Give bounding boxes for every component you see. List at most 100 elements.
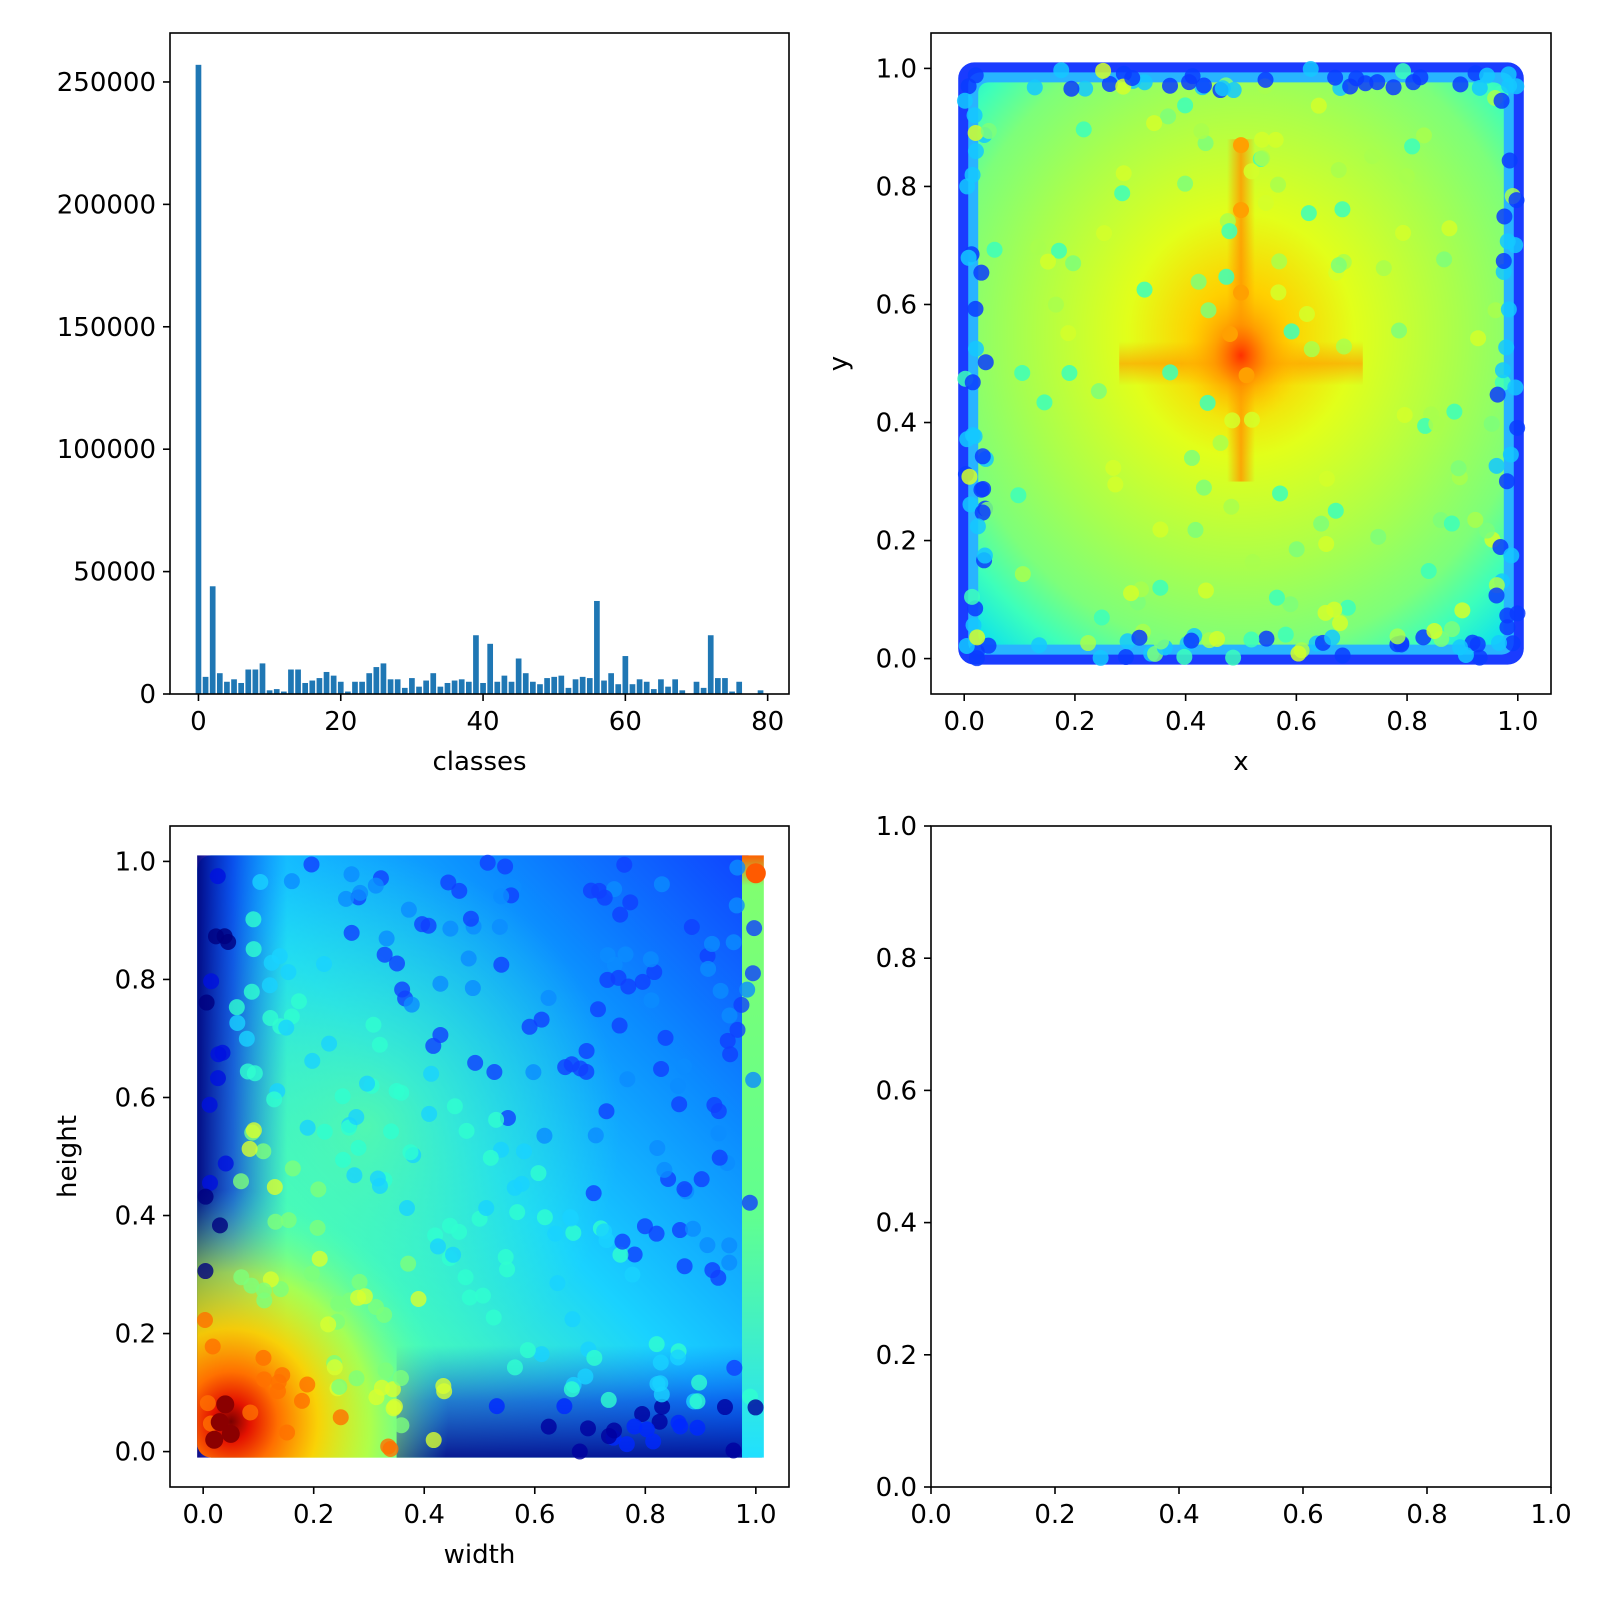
histogram-bar xyxy=(423,680,429,694)
scatter-point xyxy=(973,264,990,281)
x-axis-label: width xyxy=(444,1540,516,1570)
scatter-point xyxy=(966,107,983,124)
scatter-point xyxy=(464,980,481,997)
scatter-point xyxy=(549,1275,566,1292)
scatter-point xyxy=(1303,341,1320,358)
scatter-point xyxy=(198,994,215,1011)
scatter-point xyxy=(197,1188,214,1205)
scatter-point xyxy=(1487,302,1504,319)
scatter-point xyxy=(533,1011,550,1028)
scatter-point xyxy=(310,1181,327,1198)
scatter-point xyxy=(1183,632,1200,649)
scatter-point xyxy=(612,1246,629,1263)
histogram-bar xyxy=(729,691,735,694)
scatter-point xyxy=(1501,152,1518,169)
scatter-point xyxy=(969,629,986,646)
scatter-point xyxy=(1446,403,1463,420)
x-tick-label: 1.0 xyxy=(735,1500,776,1530)
scatter-point xyxy=(745,1071,762,1088)
scatter-point xyxy=(744,965,761,982)
scatter-point xyxy=(1243,411,1260,428)
scatter-point xyxy=(967,300,984,317)
histogram-bar xyxy=(594,600,600,694)
scatter-point xyxy=(1330,257,1347,274)
scatter-point xyxy=(676,1181,693,1198)
scatter-point xyxy=(1364,148,1381,165)
x-tick-label: 0.4 xyxy=(404,1500,445,1530)
scatter-point xyxy=(266,1178,283,1195)
histogram-bar xyxy=(665,686,671,694)
scatter-point xyxy=(611,1017,628,1034)
scatter-point xyxy=(493,888,510,905)
histogram-bar xyxy=(551,676,558,694)
scatter-point xyxy=(380,1438,397,1455)
y-tick-label: 250000 xyxy=(57,68,156,98)
scatter-point xyxy=(634,1406,651,1423)
scatter-point xyxy=(270,1373,287,1390)
scatter-point xyxy=(1375,260,1392,277)
scatter-point xyxy=(252,874,269,891)
xy-scatter: 0.0 0.2 0.4 0.6 0.8 1.0 0.0 0.2 0.4 0.6 0.8 1.0 x y xyxy=(824,32,1552,777)
scatter-point xyxy=(1270,284,1287,301)
histogram-bar xyxy=(636,679,643,694)
scatter-point xyxy=(1332,615,1349,632)
y-tick-label: 0.2 xyxy=(115,1320,156,1350)
scatter-point xyxy=(462,910,479,927)
scatter-point xyxy=(278,1019,295,1036)
x-tick-label: 0.2 xyxy=(1054,707,1095,737)
scatter-point xyxy=(1014,566,1031,583)
scatter-point xyxy=(648,1336,665,1353)
x-tick-label: 0.0 xyxy=(910,1500,951,1530)
scatter-point xyxy=(1221,325,1238,342)
histogram-bar xyxy=(487,643,494,694)
scatter-point xyxy=(228,999,245,1016)
scatter-point xyxy=(243,1277,260,1294)
histogram-bar xyxy=(715,678,721,694)
scatter-point xyxy=(367,877,384,894)
scatter-point xyxy=(303,1265,320,1282)
scatter-point xyxy=(599,947,616,964)
scatter-point xyxy=(509,1204,526,1221)
histogram-bar xyxy=(209,586,216,694)
histogram-bar xyxy=(202,676,209,694)
scatter-point xyxy=(1075,121,1092,138)
scatter-point xyxy=(721,1237,738,1254)
plot-frame xyxy=(169,825,790,1488)
scatter-point xyxy=(320,1316,337,1333)
scatter-point xyxy=(202,1174,219,1191)
x-tick-label: 20 xyxy=(324,707,357,737)
scatter-point xyxy=(974,504,991,521)
scatter-point xyxy=(536,1209,553,1226)
scatter-point xyxy=(703,935,720,952)
histogram-bar xyxy=(494,681,501,694)
scatter-point xyxy=(499,1261,516,1278)
scatter-point xyxy=(1014,364,1031,381)
scatter-point xyxy=(425,1432,442,1449)
scatter-point xyxy=(1357,75,1374,92)
histogram-bar xyxy=(451,680,458,694)
scatter-point xyxy=(596,1223,613,1240)
scatter-point xyxy=(378,930,395,947)
scatter-density-core xyxy=(1181,285,1301,426)
scatter-point xyxy=(232,1173,249,1190)
scatter-point xyxy=(1177,175,1194,192)
scatter-point xyxy=(980,122,997,139)
scatter-point xyxy=(1107,476,1124,493)
histogram-bar xyxy=(465,681,472,694)
scatter-point xyxy=(429,1238,446,1255)
scatter-points xyxy=(956,61,1526,667)
scatter-point xyxy=(683,918,700,935)
histogram-bar xyxy=(522,673,529,694)
scatter-point xyxy=(321,1035,338,1052)
scatter-point xyxy=(482,1149,499,1166)
histogram-bar xyxy=(366,673,373,694)
scatter-point xyxy=(299,1119,316,1136)
scatter-point xyxy=(1224,412,1241,429)
scatter-point xyxy=(1370,528,1387,545)
scatter-point xyxy=(533,1346,550,1363)
histogram-bar xyxy=(337,681,344,694)
scatter-point xyxy=(578,1063,595,1080)
scatter-point xyxy=(1395,224,1412,241)
scatter-point xyxy=(1258,630,1275,647)
x-tick-label: 0 xyxy=(190,707,207,737)
